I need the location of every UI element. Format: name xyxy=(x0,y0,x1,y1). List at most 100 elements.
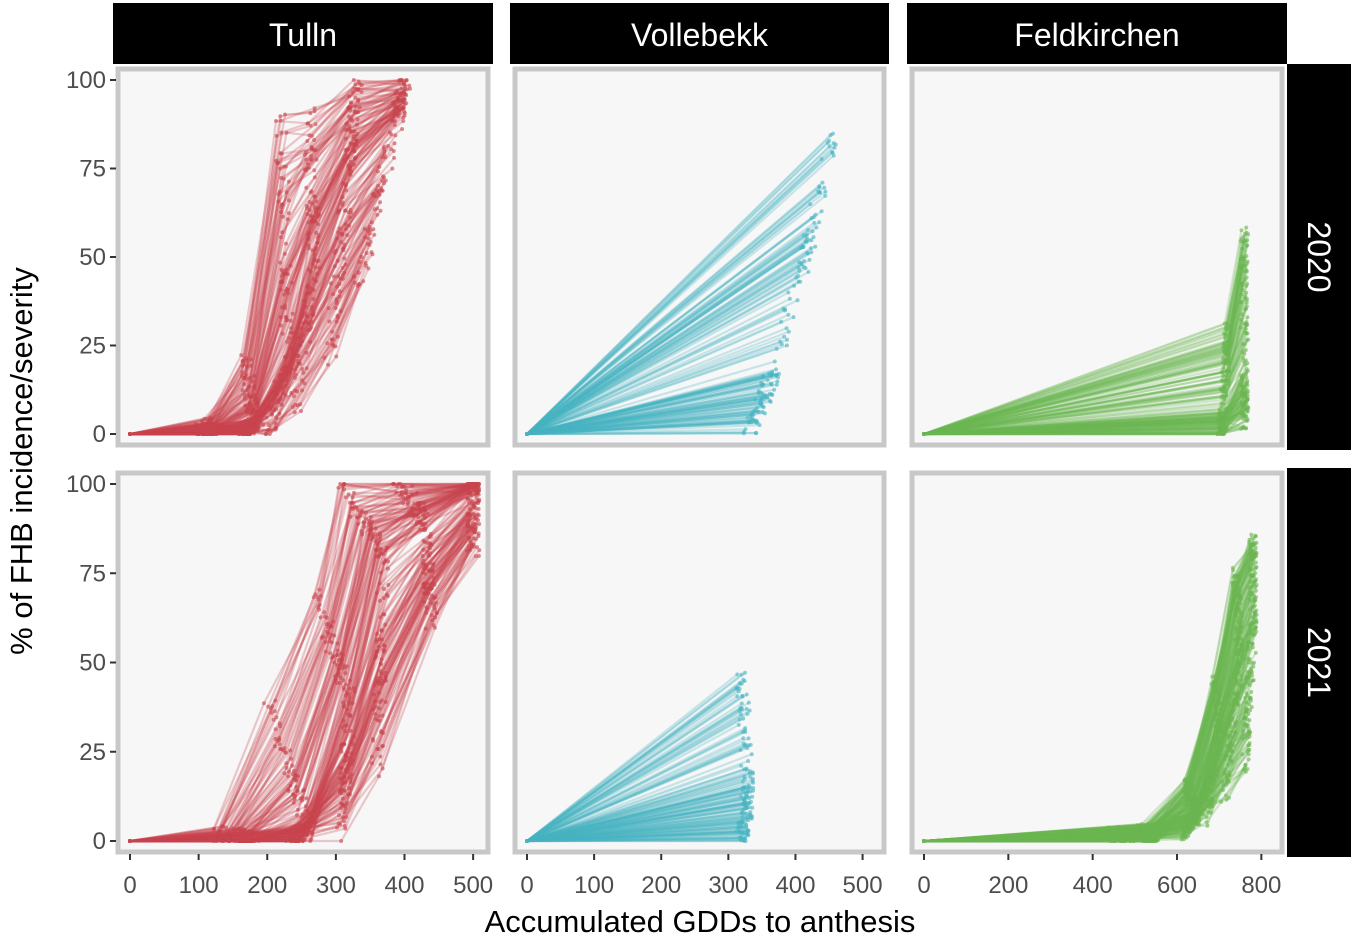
data-point xyxy=(279,402,284,407)
data-point xyxy=(377,192,382,197)
data-point xyxy=(345,712,350,717)
data-point xyxy=(267,432,272,436)
data-point xyxy=(476,553,481,558)
data-point xyxy=(376,169,380,174)
data-point xyxy=(334,248,338,253)
data-point xyxy=(433,607,437,612)
data-point xyxy=(475,482,480,486)
data-point xyxy=(311,311,316,315)
data-point xyxy=(359,529,364,534)
data-point xyxy=(352,86,357,91)
data-point xyxy=(303,319,308,324)
data-point xyxy=(283,315,288,320)
panel-layer xyxy=(115,66,1285,855)
data-point xyxy=(428,541,432,546)
data-point xyxy=(476,499,481,504)
series-line xyxy=(526,151,833,435)
series-line xyxy=(526,781,754,843)
series-line xyxy=(526,837,746,843)
data-point xyxy=(306,827,311,832)
data-point xyxy=(294,813,299,818)
data-point xyxy=(1238,621,1243,626)
series-line xyxy=(526,787,750,843)
data-point xyxy=(405,494,410,499)
data-point xyxy=(750,805,755,810)
data-point xyxy=(380,637,385,642)
data-point xyxy=(342,256,347,261)
data-point xyxy=(337,289,342,294)
series-line xyxy=(526,280,800,435)
data-point xyxy=(311,297,316,301)
data-point xyxy=(750,778,755,783)
series-line xyxy=(526,280,801,435)
data-point xyxy=(350,90,355,94)
data-point xyxy=(377,581,382,586)
data-point xyxy=(282,771,287,776)
data-point xyxy=(1224,426,1229,431)
data-point xyxy=(737,835,742,840)
data-point xyxy=(469,544,474,549)
series-line xyxy=(526,713,742,842)
data-point xyxy=(363,516,368,521)
data-point xyxy=(1223,410,1227,415)
data-point xyxy=(227,831,232,836)
data-point xyxy=(355,132,360,136)
data-point xyxy=(280,367,284,372)
data-point xyxy=(378,537,383,542)
data-point xyxy=(739,794,744,799)
data-point xyxy=(344,723,349,728)
data-point xyxy=(356,97,361,102)
series-line xyxy=(526,391,761,436)
data-point xyxy=(1224,324,1229,329)
data-point xyxy=(1241,412,1246,417)
data-point xyxy=(306,165,311,170)
data-point xyxy=(306,243,311,248)
data-point xyxy=(817,220,822,225)
data-point xyxy=(336,658,341,663)
data-point xyxy=(805,237,810,242)
data-point xyxy=(371,192,375,197)
data-point xyxy=(236,432,241,436)
data-point xyxy=(397,78,402,82)
data-point xyxy=(305,284,310,289)
data-point xyxy=(377,706,382,711)
data-point xyxy=(382,644,387,649)
data-point xyxy=(772,359,777,364)
data-point xyxy=(304,366,309,371)
data-point xyxy=(922,432,926,436)
data-point xyxy=(339,781,344,786)
data-point xyxy=(425,590,430,595)
data-point xyxy=(1130,824,1135,829)
data-point xyxy=(432,625,437,630)
data-point xyxy=(327,635,332,640)
series-line xyxy=(526,270,810,435)
series-line xyxy=(526,795,747,843)
series-line xyxy=(923,548,1252,843)
data-point xyxy=(384,546,389,550)
data-point xyxy=(1244,254,1249,258)
data-point xyxy=(252,427,257,432)
series-line xyxy=(526,825,747,843)
data-point xyxy=(217,829,222,834)
data-point xyxy=(809,238,814,243)
data-point xyxy=(408,86,413,91)
data-point xyxy=(375,543,380,548)
data-point xyxy=(746,700,751,705)
data-point xyxy=(376,747,381,751)
data-point xyxy=(342,482,347,486)
data-point xyxy=(272,709,277,714)
data-point xyxy=(735,694,740,699)
data-point xyxy=(429,613,434,618)
data-point xyxy=(399,86,404,91)
series-line xyxy=(526,378,768,436)
data-point xyxy=(421,565,426,570)
series-line xyxy=(526,210,823,435)
data-point xyxy=(1246,757,1251,762)
data-point xyxy=(352,156,357,161)
data-point xyxy=(823,193,828,198)
series-line xyxy=(526,410,760,436)
data-point xyxy=(266,403,271,408)
series-line xyxy=(526,820,743,843)
data-point xyxy=(417,521,422,525)
series-line xyxy=(526,710,741,842)
